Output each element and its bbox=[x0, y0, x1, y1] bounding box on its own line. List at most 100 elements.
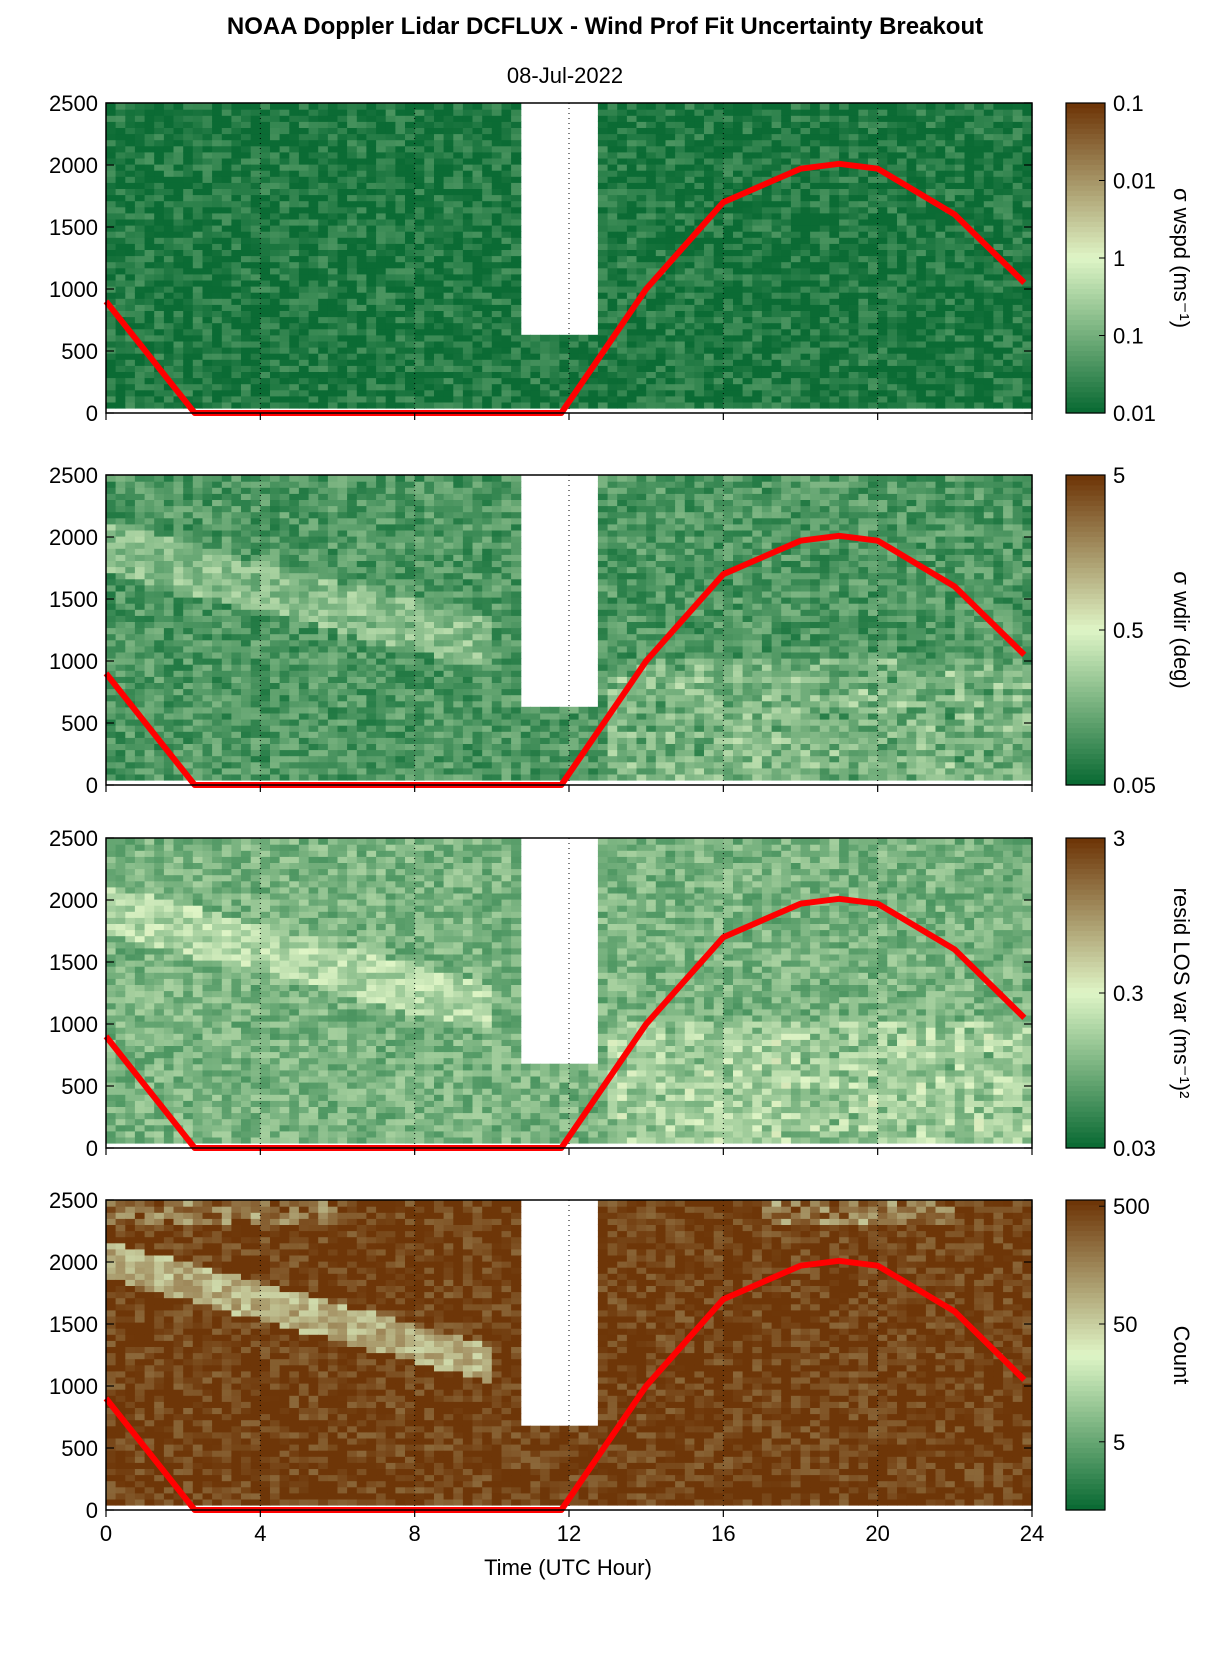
heatmap-cell bbox=[935, 286, 946, 293]
heatmap-cell bbox=[887, 353, 898, 360]
heatmap-cell bbox=[723, 304, 734, 311]
heatmap-cell bbox=[723, 401, 734, 409]
heatmap-cell bbox=[289, 267, 300, 275]
heatmap-cell bbox=[260, 212, 271, 220]
heatmap-cell bbox=[887, 383, 898, 391]
heatmap-cell bbox=[424, 145, 435, 153]
heatmap-cell bbox=[260, 249, 271, 257]
heatmap-cell bbox=[578, 353, 589, 360]
heatmap-cell bbox=[617, 347, 628, 354]
heatmap-cell bbox=[781, 212, 792, 220]
heatmap-cell bbox=[183, 176, 194, 183]
heatmap-cell bbox=[154, 176, 165, 183]
heatmap-cell bbox=[376, 383, 387, 391]
heatmap-cell bbox=[192, 182, 203, 189]
colorbar-step bbox=[1066, 211, 1105, 218]
heatmap-cell bbox=[376, 206, 387, 214]
heatmap-cell bbox=[347, 383, 358, 391]
heatmap-cell bbox=[241, 328, 252, 336]
heatmap-cell bbox=[163, 523, 175, 531]
heatmap-cell bbox=[414, 353, 425, 360]
heatmap-cell bbox=[472, 279, 483, 287]
heatmap-cell bbox=[183, 145, 194, 153]
heatmap-cell bbox=[511, 255, 522, 263]
heatmap-cell bbox=[241, 395, 252, 403]
heatmap-cell bbox=[752, 261, 763, 269]
heatmap-cell bbox=[665, 322, 676, 330]
heatmap-cell bbox=[752, 395, 763, 403]
heatmap-cell bbox=[829, 353, 840, 360]
heatmap-cell bbox=[414, 218, 425, 226]
heatmap-cell bbox=[877, 255, 888, 263]
heatmap-cell bbox=[337, 377, 348, 385]
heatmap-cell bbox=[106, 536, 117, 543]
heatmap-cell bbox=[106, 231, 117, 238]
heatmap-cell bbox=[443, 176, 454, 183]
heatmap-cell bbox=[617, 115, 628, 122]
heatmap-cell bbox=[646, 322, 657, 330]
heatmap-cell bbox=[655, 212, 666, 220]
heatmap-cell bbox=[298, 359, 310, 366]
heatmap-cell bbox=[906, 279, 917, 287]
heatmap-cell bbox=[597, 298, 609, 305]
heatmap-cell bbox=[260, 206, 271, 214]
heatmap-cell bbox=[424, 395, 435, 403]
heatmap-cell bbox=[501, 401, 512, 409]
heatmap-cell bbox=[790, 200, 802, 208]
heatmap-cell bbox=[202, 310, 213, 318]
heatmap-cell bbox=[347, 164, 358, 171]
heatmap-cell bbox=[231, 292, 242, 299]
heatmap-cell bbox=[1022, 231, 1033, 238]
heatmap-cell bbox=[897, 279, 908, 287]
heatmap-cell bbox=[453, 328, 464, 336]
heatmap-cell bbox=[424, 133, 435, 141]
heatmap-cell bbox=[327, 371, 339, 379]
heatmap-cell bbox=[790, 359, 802, 366]
heatmap-cell bbox=[424, 273, 435, 281]
heatmap-cell bbox=[675, 273, 686, 281]
heatmap-cell bbox=[848, 231, 859, 238]
heatmap-cell bbox=[212, 231, 223, 238]
heatmap-cell bbox=[125, 621, 136, 629]
heatmap-cell bbox=[173, 377, 184, 385]
heatmap-cell bbox=[173, 103, 184, 110]
heatmap-cell bbox=[1003, 322, 1014, 330]
heatmap-cell bbox=[1022, 182, 1033, 189]
heatmap-cell bbox=[482, 298, 493, 305]
heatmap-cell bbox=[665, 347, 676, 354]
heatmap-cell bbox=[154, 225, 165, 232]
heatmap-cell bbox=[212, 359, 223, 366]
heatmap-cell bbox=[511, 365, 522, 372]
heatmap-cell bbox=[1022, 310, 1033, 318]
heatmap-cell bbox=[443, 261, 454, 269]
heatmap-cell bbox=[115, 304, 126, 311]
heatmap-cell bbox=[964, 200, 975, 208]
heatmap-cell bbox=[125, 279, 136, 287]
heatmap-cell bbox=[337, 365, 348, 372]
heatmap-cell bbox=[337, 328, 348, 336]
heatmap-cell bbox=[443, 243, 454, 250]
heatmap-cell bbox=[308, 340, 319, 348]
heatmap-cell bbox=[202, 194, 213, 202]
heatmap-cell bbox=[511, 249, 522, 257]
heatmap-cell bbox=[405, 383, 416, 391]
heatmap-cell bbox=[154, 615, 165, 622]
heatmap-cell bbox=[781, 182, 792, 189]
heatmap-cell bbox=[684, 249, 695, 257]
heatmap-cell bbox=[183, 249, 194, 257]
heatmap-cell bbox=[434, 127, 445, 135]
heatmap-cell bbox=[125, 542, 136, 549]
heatmap-cell bbox=[530, 401, 541, 409]
heatmap-cell bbox=[308, 347, 319, 354]
heatmap-cell bbox=[993, 371, 1004, 379]
heatmap-cell bbox=[231, 170, 242, 177]
heatmap-cell bbox=[106, 670, 117, 677]
heatmap-cell bbox=[723, 316, 734, 324]
heatmap-cell bbox=[742, 273, 753, 281]
heatmap-cell bbox=[848, 115, 859, 122]
heatmap-cell bbox=[848, 365, 859, 372]
heatmap-cell bbox=[134, 133, 146, 141]
heatmap-cell bbox=[289, 261, 300, 269]
heatmap-cell bbox=[482, 389, 493, 397]
heatmap-cell bbox=[270, 133, 281, 141]
